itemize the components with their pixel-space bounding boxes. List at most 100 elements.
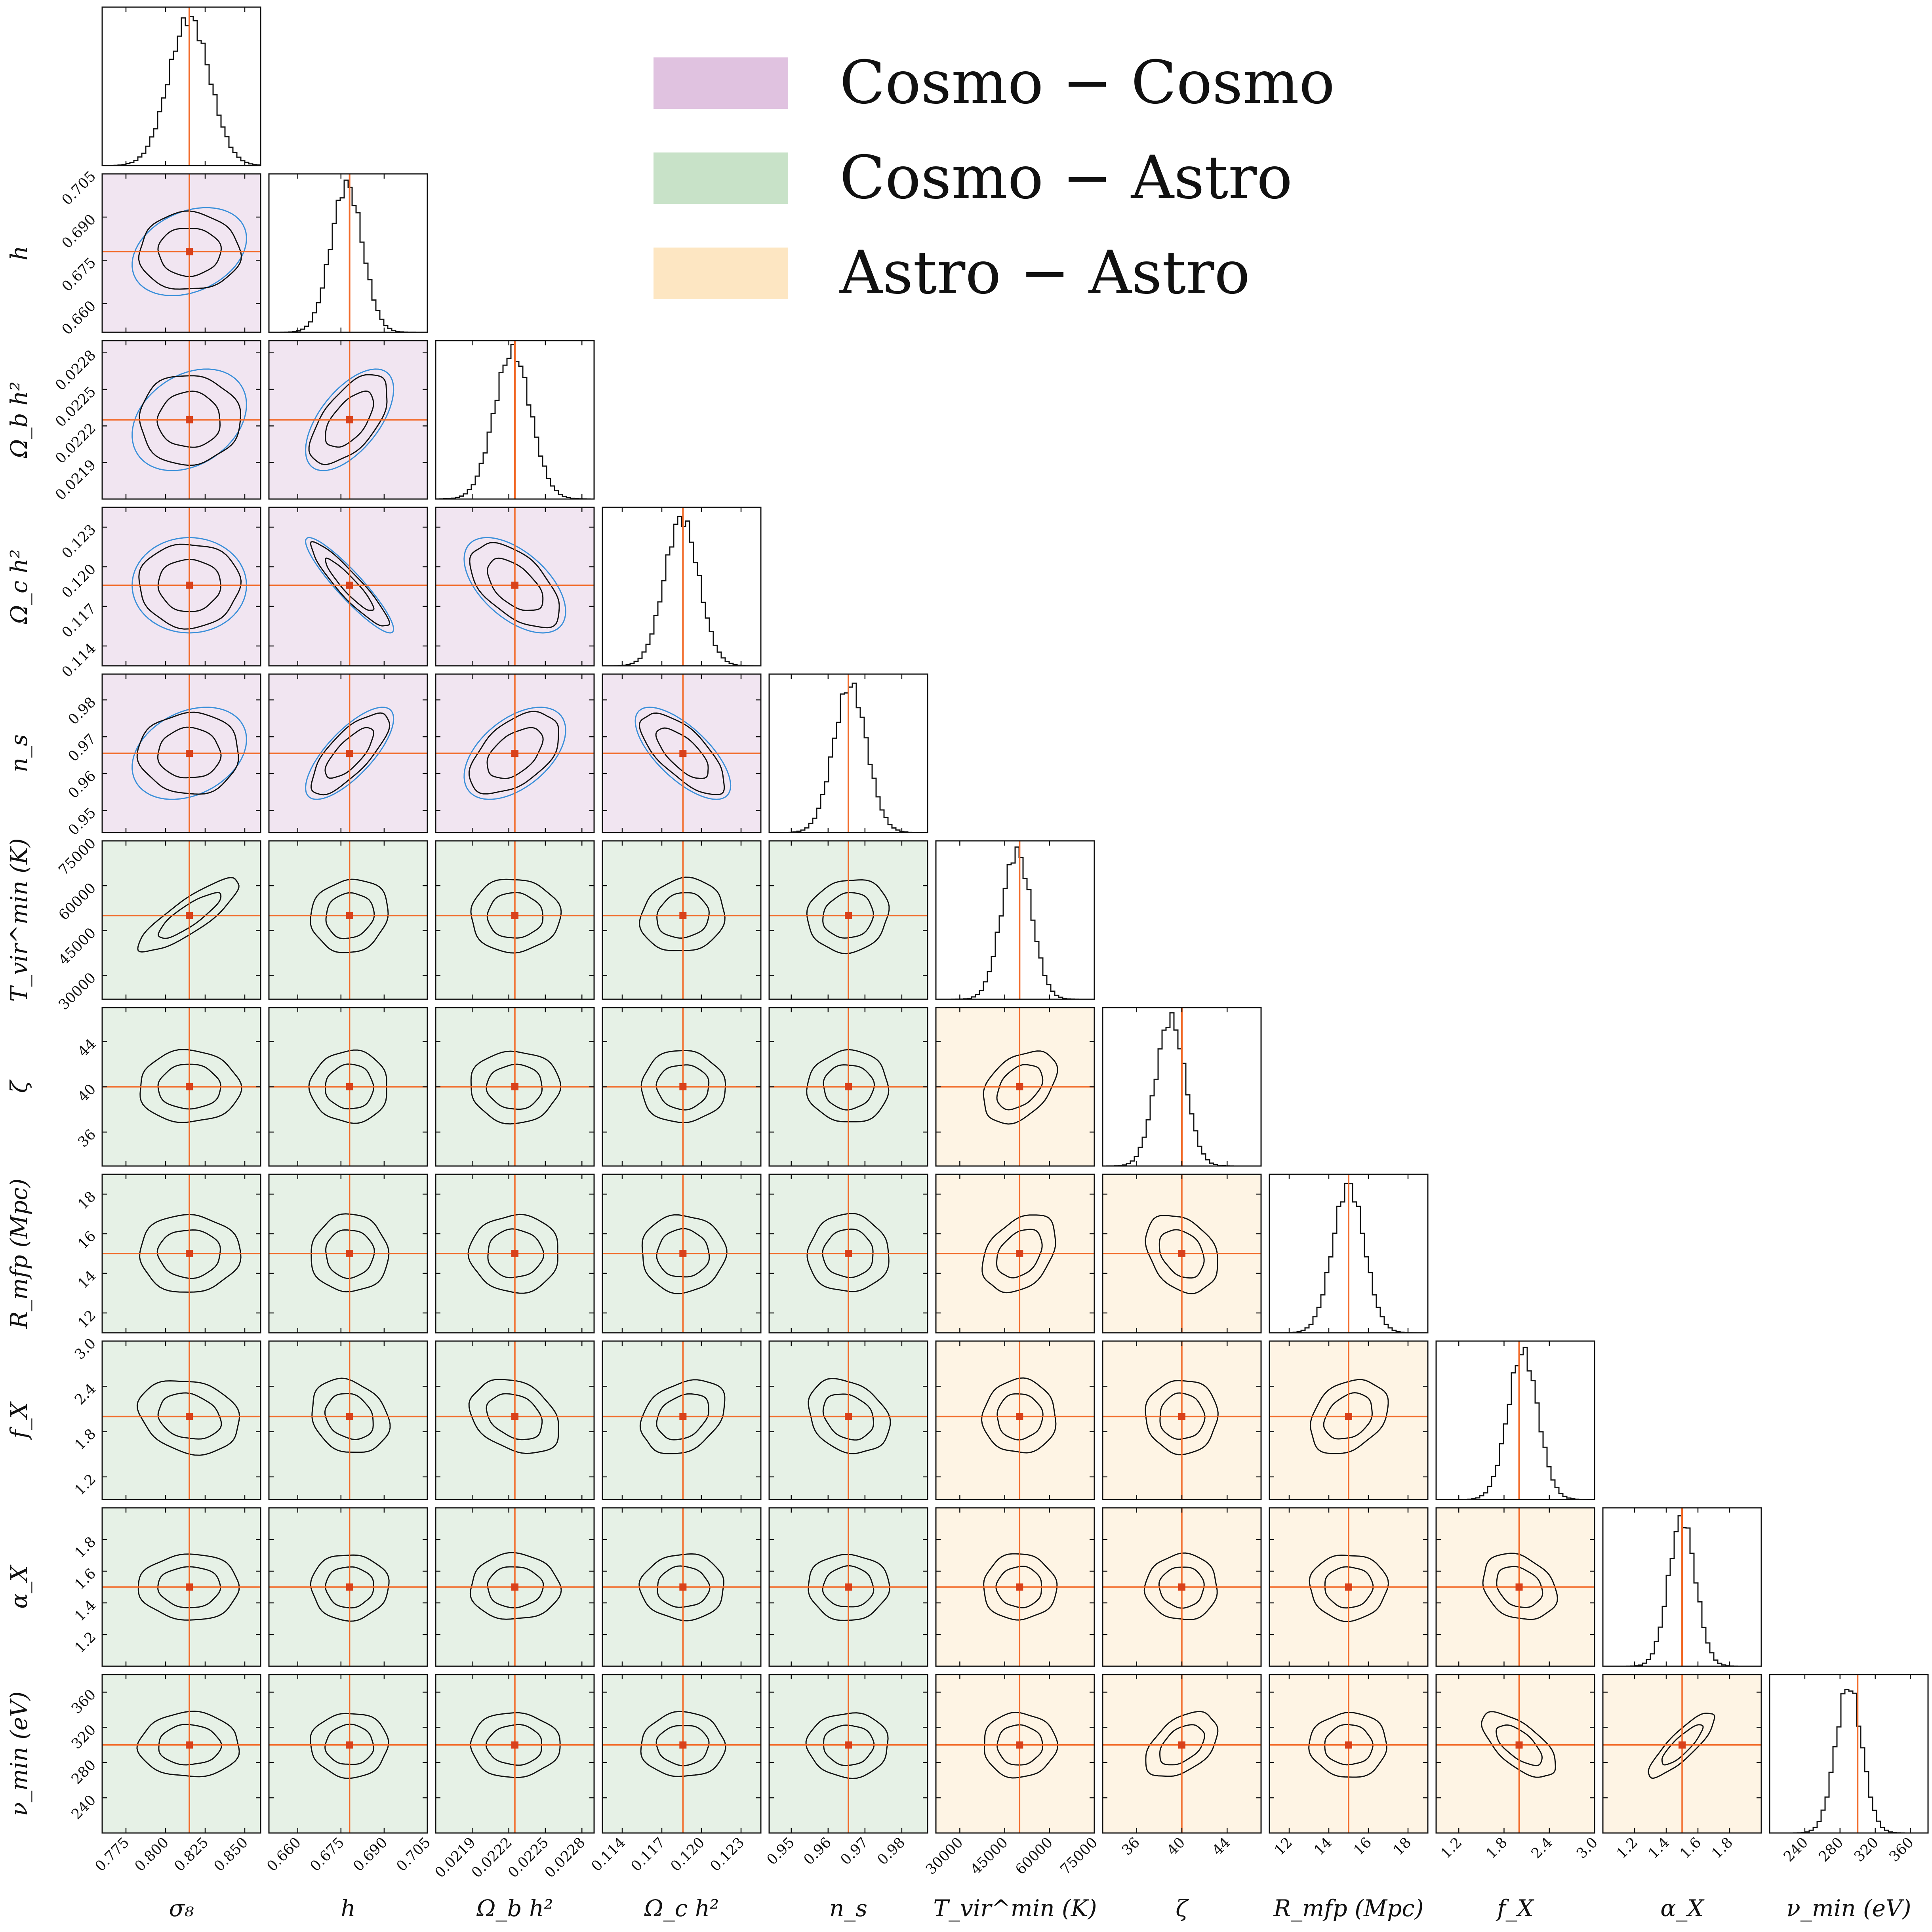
y-tick-label: 0.96 (65, 768, 99, 802)
truth-marker (511, 1083, 518, 1090)
y-tick-label: 1.8 (72, 1534, 99, 1561)
contour-95 (470, 878, 562, 954)
panel-alpha_X-n_s (768, 1507, 928, 1667)
y-axis-label-omega_b_h2: Ω_b h² (6, 381, 32, 458)
truth-marker (1016, 1741, 1023, 1749)
x-tick-label: 18 (1390, 1834, 1414, 1858)
contour-95 (136, 711, 239, 795)
panel-n_s-omega_c_h2 (602, 673, 762, 833)
x-tick-label: 75000 (1057, 1834, 1101, 1878)
panel-frame (602, 673, 762, 833)
panel-frame (935, 1174, 1095, 1334)
truth-marker (679, 1413, 687, 1420)
contour-68 (823, 1064, 875, 1111)
truth-marker (186, 1413, 193, 1420)
x-tick-label: 12 (1271, 1834, 1296, 1858)
truth-marker (186, 1250, 193, 1257)
truth-marker (1345, 1413, 1352, 1420)
contour-68 (324, 1723, 375, 1765)
contour-95 (311, 1213, 390, 1293)
contour-68 (324, 1393, 374, 1440)
y-axis-label-n_s: n_s (6, 734, 32, 772)
x-tick-label: 0.775 (92, 1834, 132, 1875)
x-tick-label: 44 (1209, 1834, 1233, 1858)
panel-alpha_X-alpha_X (1602, 1507, 1762, 1667)
y-tick-label: 0.675 (59, 255, 99, 295)
contour-95 (639, 876, 726, 951)
panel-T_vir_min-n_s (768, 840, 928, 1000)
panel-frame (101, 673, 261, 833)
x-tick-label: 0.0228 (542, 1834, 589, 1881)
truth-marker (511, 1741, 518, 1749)
truth-marker (1345, 1583, 1352, 1591)
x-tick-label: 30000 (923, 1834, 966, 1878)
y-axis-label-f_X: f_X (6, 1401, 32, 1440)
contour-68 (996, 1393, 1044, 1440)
truth-marker (1178, 1583, 1185, 1591)
panel-n_s-h (268, 673, 428, 833)
panel-nu_min-R_mfp: 12 14 16 18 R_mfp (Mpc) (1269, 1674, 1429, 1922)
contour-95 (808, 1553, 890, 1621)
contour-68 (325, 390, 374, 448)
truth-marker (511, 1250, 518, 1257)
panel-h-h (268, 173, 428, 333)
y-tick-label: 75000 (55, 835, 99, 878)
panel-frame (101, 507, 261, 667)
x-tick-label: 2.4 (1528, 1834, 1556, 1862)
corner-panels: 0.6600.6750.6900.705h0.02190.02220.02250… (6, 6, 1929, 1922)
y-tick-label: 0.123 (59, 521, 99, 562)
y-tick-label: 0.705 (59, 168, 99, 208)
panel-alpha_X-f_X (1435, 1507, 1595, 1667)
panel-alpha_X-omega_b_h2 (435, 1507, 595, 1667)
panel-frame (101, 1507, 261, 1667)
fisher-ellipse (634, 707, 732, 800)
panel-f_X-sigma8: 1.2 1.8 2.4 3.0 f_X (6, 1335, 261, 1500)
panel-frame (935, 1507, 1095, 1667)
contour-68 (325, 892, 375, 939)
truth-marker (679, 912, 687, 919)
contour-95 (805, 1712, 889, 1780)
truth-marker (1515, 1741, 1523, 1749)
contour-68 (996, 1064, 1044, 1111)
contour-95 (639, 712, 725, 796)
contour-95 (1481, 1711, 1556, 1778)
panel-frame (1269, 1674, 1429, 1834)
contour-68 (656, 1228, 710, 1278)
contour-95 (638, 1553, 724, 1621)
legend-swatch (654, 248, 788, 299)
contour-95 (469, 1552, 562, 1620)
panel-frame (768, 1507, 928, 1667)
contour-95 (308, 374, 388, 465)
panel-frame (602, 1674, 762, 1834)
x-tick-label: 1.6 (1677, 1834, 1704, 1862)
fisher-ellipse (463, 537, 566, 634)
panel-frame (268, 173, 428, 333)
contour-68 (655, 1064, 710, 1111)
panel-frame (768, 1174, 928, 1334)
y-tick-label: 3.0 (72, 1335, 99, 1362)
contour-95 (806, 1213, 890, 1292)
truth-marker (679, 1250, 687, 1257)
truth-marker (346, 1741, 353, 1749)
contour-68 (1496, 1566, 1543, 1608)
x-tick-label: 0.850 (211, 1834, 251, 1875)
y-axis-label-zeta: ζ (6, 1079, 32, 1093)
truth-marker (186, 1741, 193, 1749)
y-tick-label: 0.0225 (52, 383, 99, 430)
panel-frame (268, 507, 428, 667)
contour-95 (310, 1554, 390, 1622)
contour-68 (158, 892, 222, 939)
panel-R_mfp-h (268, 1174, 428, 1334)
contour-68 (325, 557, 375, 611)
fisher-ellipse (305, 368, 394, 471)
panel-zeta-sigma8: 36 40 44 ζ (6, 1007, 261, 1167)
contour-68 (996, 1724, 1044, 1766)
contour-95 (311, 712, 391, 796)
panel-T_vir_min-h (268, 840, 428, 1000)
x-tick-label: 0.98 (875, 1834, 909, 1868)
panel-omega_c_h2-omega_c_h2 (602, 507, 762, 667)
panel-frame (435, 1507, 595, 1667)
